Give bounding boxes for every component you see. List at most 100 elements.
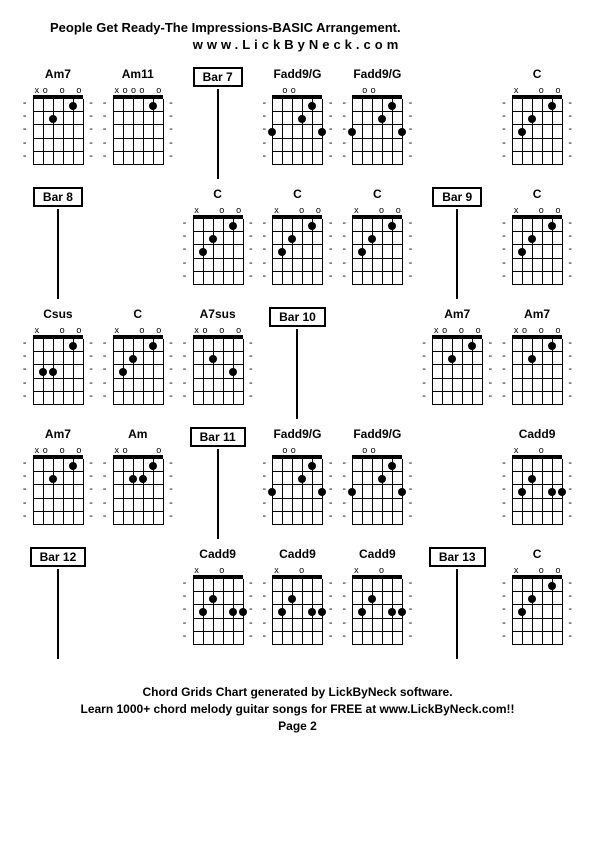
empty-cell	[102, 187, 174, 299]
chord-diagram-wrapper: ----------	[352, 215, 402, 285]
chord-top-marks: oo	[272, 445, 322, 455]
chord-top-marks: xoo	[512, 565, 562, 575]
dashes-left: -----	[342, 577, 346, 643]
dashes-right: -----	[329, 97, 333, 163]
dashes-right: -----	[169, 457, 173, 523]
bar-label: Bar 9	[432, 187, 482, 207]
chord-diagram-wrapper: ----------	[512, 335, 562, 405]
chord-cell: Fadd9/Goo----------	[341, 67, 413, 179]
chord-top-marks: xo	[352, 565, 402, 575]
dashes-right: -----	[89, 457, 93, 523]
dashes-left: -----	[502, 217, 506, 283]
empty-cell	[341, 307, 413, 419]
chord-cell: Am7xooo----------	[421, 307, 493, 419]
bar-label: Bar 12	[30, 547, 87, 567]
chord-cell: Fadd9/Goo----------	[261, 67, 333, 179]
chord-top-marks: xooo	[33, 85, 83, 95]
bar-divider	[57, 569, 59, 659]
dashes-right: -----	[568, 217, 572, 283]
chord-label: Cadd9	[199, 547, 236, 563]
dashes-right: -----	[329, 577, 333, 643]
chord-label: Cadd9	[519, 427, 556, 443]
dashes-right: -----	[568, 97, 572, 163]
dashes-right: -----	[249, 217, 253, 283]
dashes-right: -----	[249, 577, 253, 643]
dashes-left: -----	[23, 97, 27, 163]
chord-cell: Cxoo----------	[501, 547, 573, 659]
chord-cell: Cxoo----------	[261, 187, 333, 299]
chord-diagram-wrapper: ----------	[512, 575, 562, 645]
dashes-left: -----	[262, 97, 266, 163]
dashes-left: -----	[103, 97, 107, 163]
dashes-left: -----	[23, 457, 27, 523]
chord-top-marks: xoo	[272, 205, 322, 215]
chord-diagram-wrapper: ----------	[512, 95, 562, 165]
bar-cell: Bar 10	[261, 307, 333, 419]
dashes-left: -----	[502, 337, 506, 403]
dashes-right: -----	[409, 217, 413, 283]
chord-top-marks: xooo	[432, 325, 482, 335]
chord-diagram-wrapper: ----------	[272, 95, 322, 165]
chord-label: Cadd9	[279, 547, 316, 563]
chord-label: Am7	[524, 307, 550, 323]
chord-label: Csus	[43, 307, 72, 323]
chord-diagram	[512, 455, 562, 525]
chord-cell: Csusxoo----------	[22, 307, 94, 419]
chord-cell: Cxoo----------	[341, 187, 413, 299]
chord-cell: Cxoo----------	[501, 187, 573, 299]
chord-diagram-wrapper: ----------	[272, 455, 322, 525]
chord-diagram	[33, 95, 83, 165]
chord-top-marks: xoo	[193, 205, 243, 215]
chord-cell: Fadd9/Goo----------	[341, 427, 413, 539]
chord-diagram	[352, 455, 402, 525]
chord-top-marks: xoo	[512, 85, 562, 95]
chord-cell: Am7xooo----------	[22, 427, 94, 539]
chord-diagram-wrapper: ----------	[33, 95, 83, 165]
bar-divider	[57, 209, 59, 299]
dashes-left: -----	[262, 577, 266, 643]
dashes-right: -----	[409, 457, 413, 523]
chord-diagram	[193, 215, 243, 285]
chord-cell: Cadd9xo----------	[501, 427, 573, 539]
chord-diagram-wrapper: ----------	[272, 575, 322, 645]
chord-label: C	[533, 187, 542, 203]
chord-diagram	[272, 215, 322, 285]
chord-diagram-wrapper: ----------	[432, 335, 482, 405]
page-subtitle: www.LickByNeck.com	[20, 37, 575, 52]
chord-diagram	[512, 95, 562, 165]
chord-label: Am7	[45, 67, 71, 83]
chord-diagram	[193, 575, 243, 645]
chord-diagram-wrapper: ----------	[113, 455, 163, 525]
chord-label: C	[533, 67, 542, 83]
chord-top-marks: xo	[272, 565, 322, 575]
chord-label: Am11	[122, 67, 154, 83]
dashes-left: -----	[342, 457, 346, 523]
empty-cell	[421, 67, 493, 179]
bar-divider	[217, 89, 219, 179]
dashes-right: -----	[489, 337, 493, 403]
dashes-left: -----	[262, 457, 266, 523]
chord-top-marks: xo	[193, 565, 243, 575]
chord-diagram-wrapper: ----------	[512, 215, 562, 285]
chord-diagram-wrapper: ----------	[33, 455, 83, 525]
chord-diagram	[113, 455, 163, 525]
dashes-left: -----	[183, 337, 187, 403]
dashes-left: -----	[342, 217, 346, 283]
chord-top-marks: oo	[352, 85, 402, 95]
dashes-right: -----	[568, 457, 572, 523]
bar-cell: Bar 9	[421, 187, 493, 299]
chord-diagram	[113, 95, 163, 165]
empty-cell	[102, 547, 174, 659]
dashes-left: -----	[502, 457, 506, 523]
bar-label: Bar 10	[269, 307, 326, 327]
dashes-left: -----	[262, 217, 266, 283]
chord-cell: Am7xooo----------	[501, 307, 573, 419]
chord-diagram-wrapper: ----------	[272, 215, 322, 285]
chord-cell: Cxoo----------	[501, 67, 573, 179]
footer-line-1: Chord Grids Chart generated by LickByNec…	[20, 684, 575, 701]
chord-diagram	[352, 95, 402, 165]
chord-diagram-wrapper: ----------	[193, 215, 243, 285]
chord-label: C	[533, 547, 542, 563]
bar-divider	[456, 569, 458, 659]
empty-cell	[421, 427, 493, 539]
